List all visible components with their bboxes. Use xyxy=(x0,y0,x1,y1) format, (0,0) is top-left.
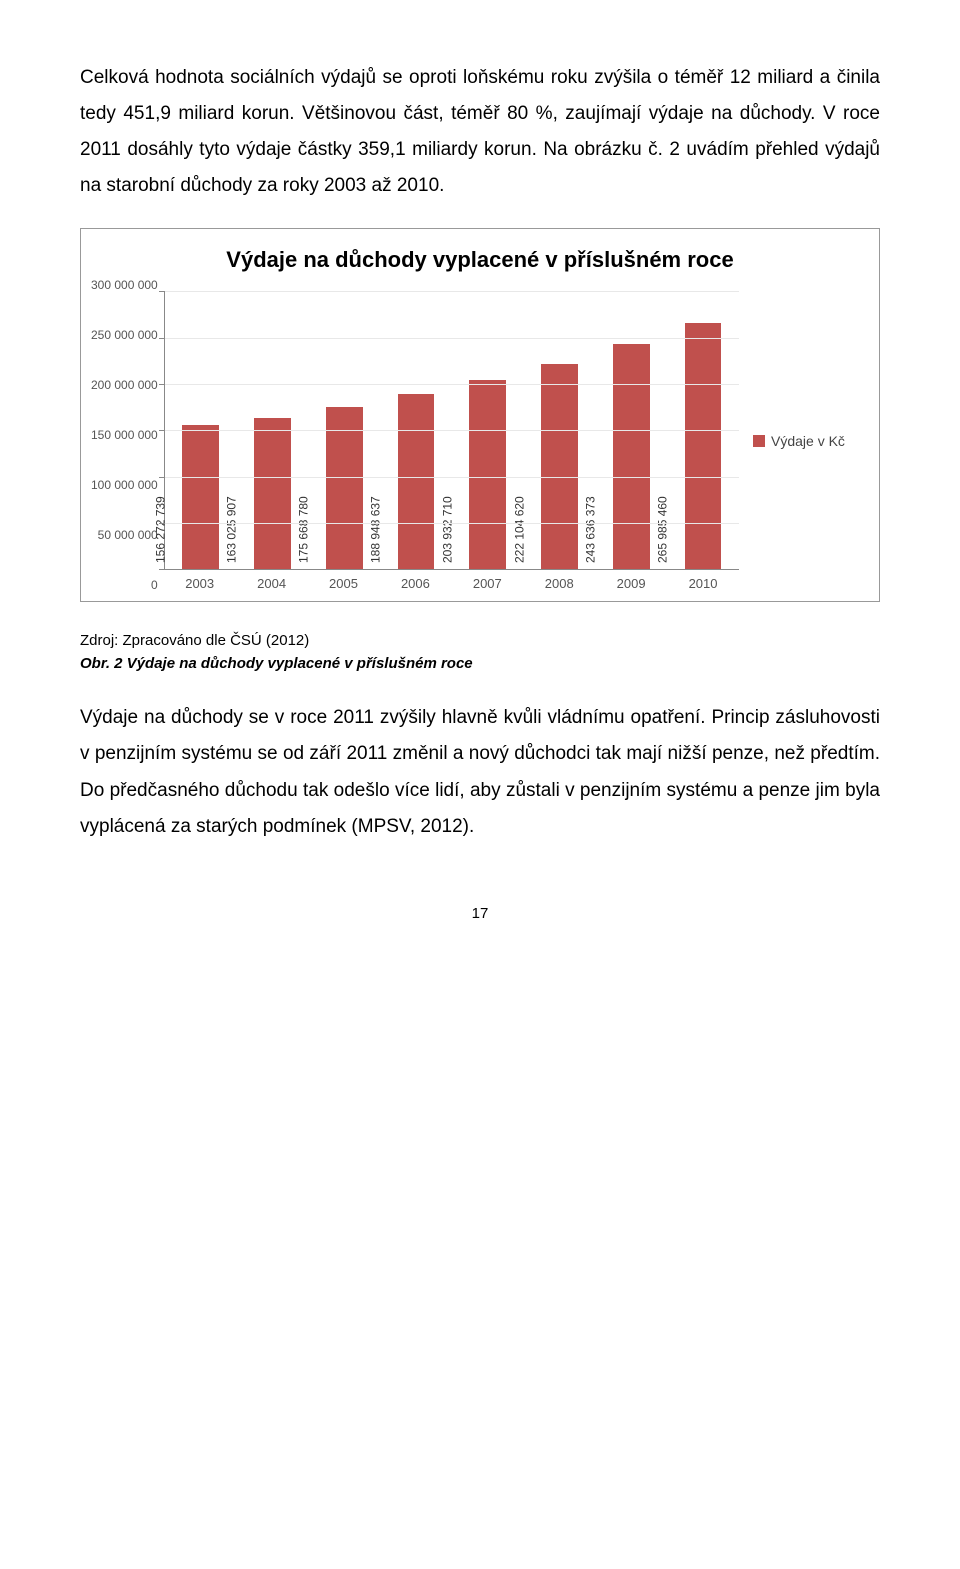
bar-value-label: 265 985 460 xyxy=(656,497,670,564)
x-tick-label: 2010 xyxy=(671,576,734,591)
x-tick-label: 2003 xyxy=(168,576,231,591)
x-tick-label: 2005 xyxy=(312,576,375,591)
chart-plot-area: 156 272 739 163 025 907 175 668 780 188 948… xyxy=(164,291,739,570)
bar-value-label: 163 025 907 xyxy=(225,497,239,564)
chart-bar: 203 932 710 xyxy=(469,380,506,569)
bar-value-label: 203 932 710 xyxy=(440,497,454,564)
bar-value-label: 243 636 373 xyxy=(584,497,598,564)
chart-bar: 222 104 620 xyxy=(541,364,578,570)
paragraph-2: Výdaje na důchody se v roce 2011 zvýšily… xyxy=(80,700,880,844)
chart-bar: 156 272 739 xyxy=(182,425,219,570)
x-tick-label: 2004 xyxy=(240,576,303,591)
chart-caption: Obr. 2 Výdaje na důchody vyplacené v pří… xyxy=(80,655,880,672)
legend-swatch xyxy=(753,435,765,447)
bar-value-label: 222 104 620 xyxy=(512,497,526,564)
chart-title: Výdaje na důchody vyplacené v příslušném… xyxy=(91,247,869,273)
bar-value-label: 156 272 739 xyxy=(153,497,167,564)
chart-source: Zdroj: Zpracováno dle ČSÚ (2012) xyxy=(80,632,880,649)
legend-label: Výdaje v Kč xyxy=(771,433,845,449)
x-tick-label: 2008 xyxy=(528,576,591,591)
paragraph-1: Celková hodnota sociálních výdajů se opr… xyxy=(80,60,880,204)
x-tick-label: 2009 xyxy=(599,576,662,591)
chart-bar: 265 985 460 xyxy=(685,323,722,569)
chart-bar: 163 025 907 xyxy=(254,418,291,569)
chart-legend: Výdaje v Kč xyxy=(739,291,869,591)
chart-x-axis: 2003 2004 2005 2006 2007 2008 2009 2010 xyxy=(164,570,739,591)
page-number: 17 xyxy=(80,905,880,922)
bar-value-label: 188 948 637 xyxy=(369,497,383,564)
x-tick-label: 2006 xyxy=(384,576,447,591)
bar-value-label: 175 668 780 xyxy=(297,497,311,564)
x-tick-label: 2007 xyxy=(456,576,519,591)
chart-bar: 243 636 373 xyxy=(613,344,650,570)
pension-expenditure-chart: Výdaje na důchody vyplacené v příslušném… xyxy=(80,228,880,602)
chart-bar: 188 948 637 xyxy=(398,394,435,569)
